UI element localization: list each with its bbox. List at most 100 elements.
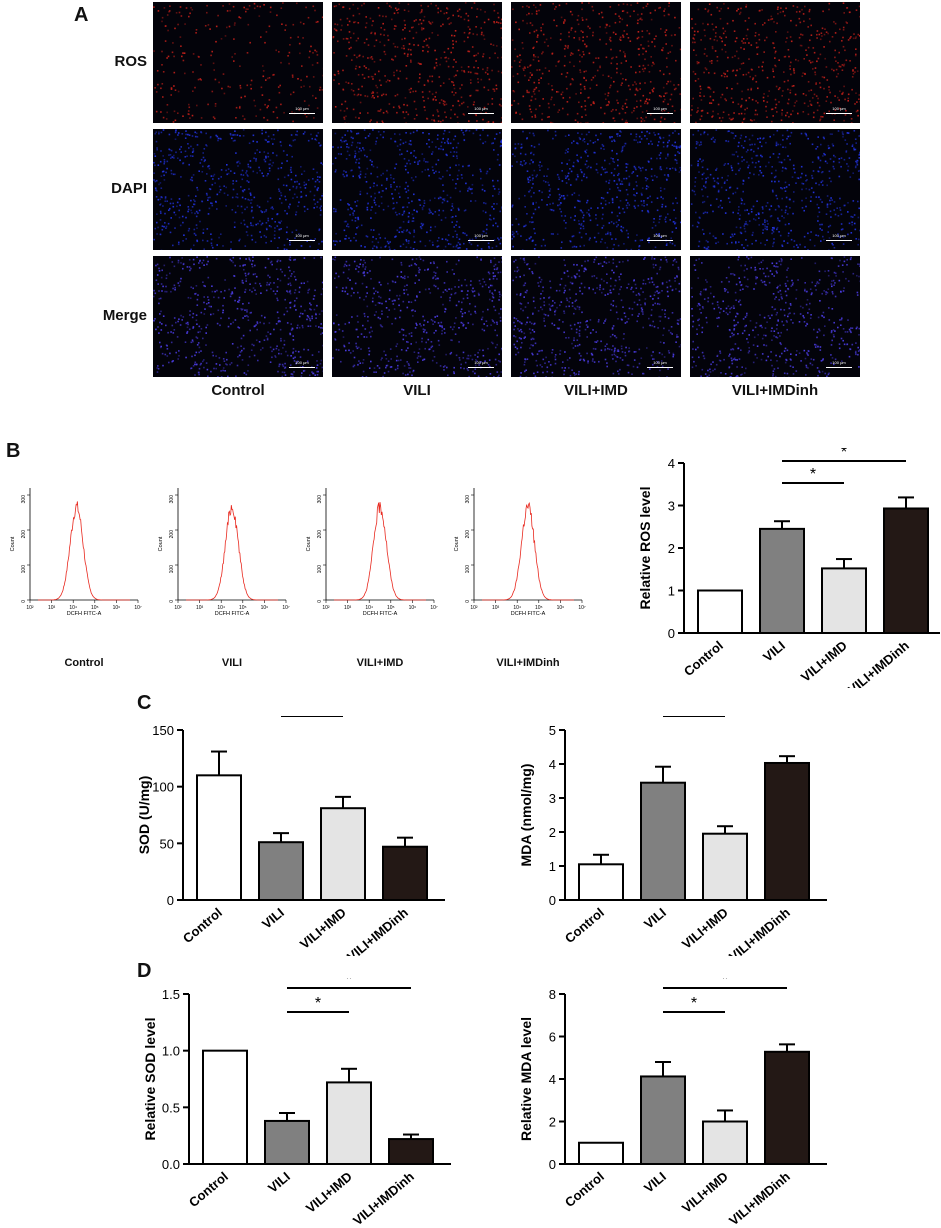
- pixel-dot: [648, 132, 651, 135]
- pixel-dot: [166, 57, 168, 59]
- pixel-dot: [422, 46, 425, 48]
- pixel-dot: [597, 207, 599, 209]
- pixel-dot: [604, 168, 607, 170]
- pixel-dot: [315, 134, 318, 137]
- pixel-dot: [209, 28, 211, 30]
- pixel-dot: [431, 151, 434, 153]
- pixel-dot: [622, 108, 624, 110]
- pixel-dot: [363, 272, 365, 274]
- pixel-dot: [799, 21, 802, 24]
- pixel-dot: [192, 287, 194, 290]
- pixel-dot: [321, 332, 323, 334]
- pixel-dot: [764, 221, 766, 223]
- pixel-dot: [735, 173, 737, 175]
- pixel-dot: [630, 4, 632, 6]
- pixel-dot: [182, 115, 184, 117]
- pixel-dot: [786, 242, 789, 244]
- pixel-dot: [823, 46, 825, 48]
- pixel-dot: [172, 202, 174, 205]
- pixel-dot: [154, 318, 156, 320]
- pixel-dot: [307, 325, 310, 327]
- pixel-dot: [626, 3, 629, 6]
- pixel-dot: [291, 111, 293, 113]
- pixel-dot: [589, 237, 591, 239]
- pixel-dot: [206, 194, 208, 196]
- pixel-dot: [838, 51, 840, 54]
- pixel-dot: [667, 141, 669, 144]
- pixel-dot: [849, 176, 852, 178]
- pixel-dot: [191, 176, 193, 179]
- pixel-dot: [567, 175, 569, 177]
- pixel-dot: [199, 162, 202, 164]
- pixel-dot: [717, 190, 720, 193]
- pixel-dot: [354, 156, 356, 159]
- pixel-dot: [626, 11, 629, 14]
- pixel-dot: [495, 133, 498, 135]
- pixel-dot: [491, 247, 494, 249]
- pixel-dot: [292, 357, 295, 360]
- pixel-dot: [851, 76, 854, 78]
- pixel-dot: [663, 118, 666, 120]
- pixel-dot: [394, 95, 397, 97]
- pixel-dot: [610, 110, 613, 113]
- pixel-dot: [265, 139, 267, 141]
- pixel-dot: [217, 177, 220, 180]
- pixel-dot: [612, 160, 614, 162]
- pixel-dot: [721, 207, 723, 209]
- pixel-dot: [354, 150, 356, 152]
- pixel-dot: [731, 153, 734, 156]
- pixel-dot: [437, 245, 440, 247]
- pixel-dot: [180, 15, 183, 17]
- pixel-dot: [648, 241, 650, 244]
- pixel-dot: [547, 83, 550, 85]
- pixel-dot: [602, 197, 605, 200]
- pixel-dot: [214, 105, 217, 107]
- pixel-dot: [657, 144, 659, 147]
- pixel-dot: [557, 176, 560, 179]
- pixel-dot: [583, 138, 585, 140]
- pixel-dot: [308, 104, 310, 107]
- pixel-dot: [487, 73, 489, 75]
- pixel-dot: [599, 38, 601, 41]
- pixel-dot: [403, 103, 405, 106]
- pixel-dot: [379, 237, 382, 239]
- pixel-dot: [677, 146, 680, 148]
- pixel-dot: [730, 97, 733, 99]
- pixel-dot: [247, 319, 250, 321]
- pixel-dot: [669, 168, 671, 170]
- micrograph-dapi-0: 100 μm: [153, 129, 323, 250]
- pixel-dot: [719, 204, 721, 207]
- pixel-dot: [230, 134, 232, 136]
- pixel-dot: [370, 326, 372, 329]
- pixel-dot: [669, 80, 672, 83]
- pixel-dot: [389, 241, 391, 243]
- pixel-dot: [532, 47, 534, 49]
- pixel-dot: [624, 53, 626, 55]
- pixel-dot: [697, 107, 699, 109]
- pixel-dot: [780, 209, 783, 211]
- pixel-dot: [829, 40, 831, 43]
- pixel-dot: [365, 16, 367, 18]
- pixel-dot: [400, 226, 402, 229]
- pixel-dot: [449, 243, 452, 246]
- pixel-dot: [241, 211, 244, 214]
- pixel-dot: [304, 187, 307, 189]
- pixel-dot: [266, 338, 269, 341]
- pixel-dot: [732, 101, 734, 104]
- pixel-dot: [200, 158, 203, 161]
- pixel-dot: [205, 192, 208, 195]
- pixel-dot: [446, 154, 448, 157]
- pixel-dot: [858, 94, 860, 96]
- pixel-dot: [413, 241, 416, 243]
- pixel-dot: [797, 59, 800, 62]
- pixel-dot: [650, 168, 653, 170]
- pixel-dot: [446, 140, 449, 142]
- pixel-dot: [156, 70, 159, 72]
- pixel-dot: [807, 26, 809, 28]
- pixel-dot: [468, 130, 471, 132]
- pixel-dot: [419, 226, 422, 228]
- pixel-dot: [498, 164, 501, 166]
- pixel-dot: [486, 325, 489, 327]
- pixel-dot: [415, 264, 418, 266]
- pixel-dot: [391, 193, 393, 195]
